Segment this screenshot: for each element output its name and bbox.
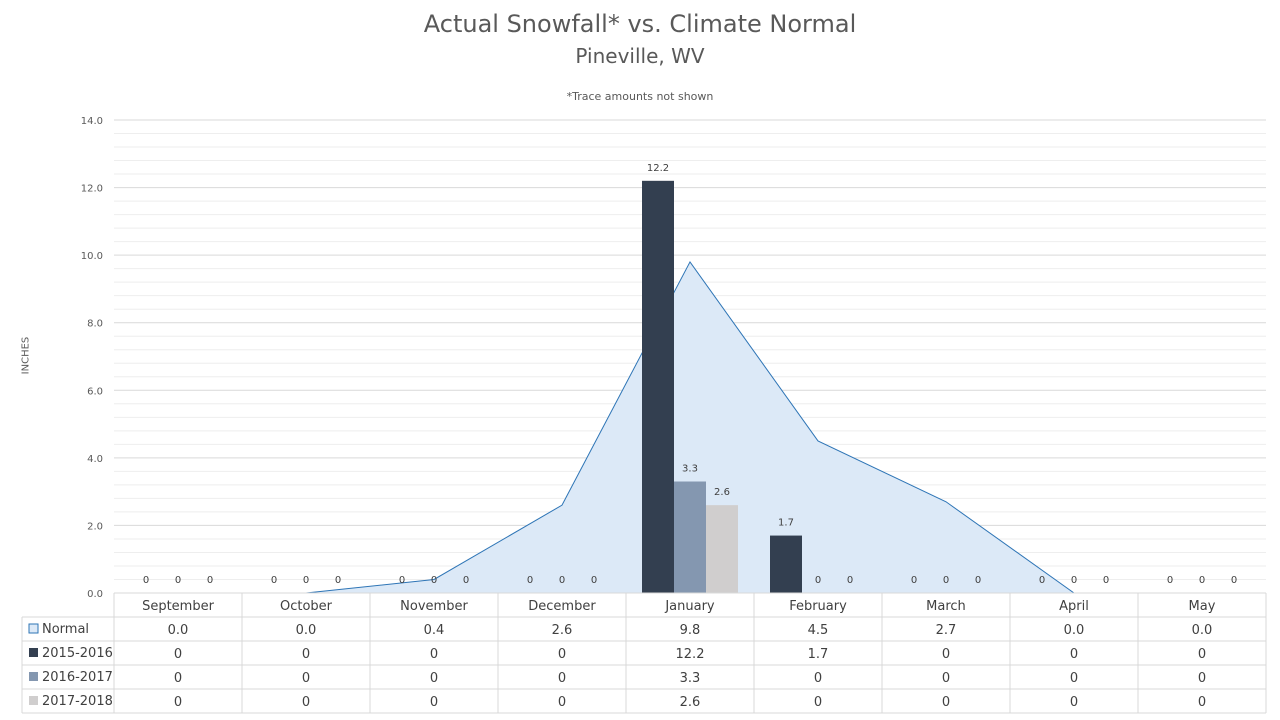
table-cell: 0: [430, 671, 438, 686]
table-cell: 0: [1070, 671, 1078, 686]
bar-data-label: 0: [303, 575, 309, 586]
legend-label: 2016-2017: [42, 670, 113, 685]
x-category-label: December: [528, 599, 596, 614]
table-cell: 0: [302, 671, 310, 686]
bar-data-label: 0: [1199, 575, 1205, 586]
bar-data-label: 0: [1231, 575, 1237, 586]
table-cell: 9.8: [680, 623, 701, 638]
chart-subtitle: Pineville, WV: [575, 44, 705, 68]
chart-note: *Trace amounts not shown: [566, 90, 714, 103]
y-tick-label: 0.0: [87, 589, 103, 600]
table-cell: 2.7: [936, 623, 957, 638]
bar-data-label: 0: [559, 575, 565, 586]
table-cell: 3.3: [680, 671, 701, 686]
table-cell: 0: [558, 695, 566, 710]
x-category-label: April: [1059, 599, 1089, 614]
x-category-label: May: [1189, 599, 1216, 614]
table-cell: 0: [302, 647, 310, 662]
table-cell: 0.0: [168, 623, 189, 638]
bar-data-label: 0: [1039, 575, 1045, 586]
table-cell: 0: [814, 671, 822, 686]
legend-label: 2017-2018: [42, 694, 113, 709]
table-cell: 0: [302, 695, 310, 710]
bar-data-label: 0: [143, 575, 149, 586]
bar-2016-2017: [674, 481, 706, 593]
x-category-label: February: [789, 599, 847, 614]
x-category-label: January: [664, 599, 715, 614]
bar-data-label: 0: [431, 575, 437, 586]
legend-label: 2015-2016: [42, 646, 113, 661]
bar-data-label: 0: [943, 575, 949, 586]
bar-data-label: 0: [335, 575, 341, 586]
table-cell: 0.0: [1192, 623, 1213, 638]
table-cell: 0: [1198, 695, 1206, 710]
bar-data-label: 0: [1167, 575, 1173, 586]
bar-data-label: 0: [399, 575, 405, 586]
bar-data-label: 1.7: [778, 518, 794, 529]
table-cell: 0: [174, 695, 182, 710]
bar-data-label: 0: [847, 575, 853, 586]
y-tick-label: 6.0: [87, 386, 103, 397]
x-category-label: September: [142, 599, 215, 614]
table-cell: 0: [1070, 695, 1078, 710]
table-cell: 0.0: [296, 623, 317, 638]
x-category-label: March: [926, 599, 966, 614]
bar-data-label: 0: [815, 575, 821, 586]
legend-label: Normal: [42, 622, 89, 637]
bar-data-label: 0: [207, 575, 213, 586]
table-cell: 0: [430, 647, 438, 662]
table-cell: 0.4: [424, 623, 445, 638]
y-tick-label: 14.0: [81, 116, 103, 127]
y-tick-label: 10.0: [81, 251, 103, 262]
bar-data-label: 0: [1103, 575, 1109, 586]
bar-data-label: 0: [975, 575, 981, 586]
legend-key-2016-2017: [29, 672, 38, 681]
x-category-label: October: [280, 599, 333, 614]
table-cell: 0: [814, 695, 822, 710]
table-cell: 0: [1070, 647, 1078, 662]
table-cell: 0: [174, 647, 182, 662]
y-tick-label: 12.0: [81, 184, 103, 195]
table-cell: 2.6: [552, 623, 573, 638]
bar-data-label: 0: [463, 575, 469, 586]
normal-area: [178, 261, 1202, 593]
y-tick-label: 4.0: [87, 454, 103, 465]
bar-data-label: 12.2: [647, 163, 669, 174]
x-category-label: November: [400, 599, 468, 614]
table-cell: 0: [430, 695, 438, 710]
bar-data-label: 0: [591, 575, 597, 586]
bar-data-label: 0: [1071, 575, 1077, 586]
bar-data-label: 2.6: [714, 487, 730, 498]
bar-2015-2016: [770, 535, 802, 593]
bar-data-label: 0: [175, 575, 181, 586]
chart-title: Actual Snowfall* vs. Climate Normal: [423, 10, 857, 38]
table-cell: 0: [942, 695, 950, 710]
y-tick-label: 8.0: [87, 319, 103, 330]
table-cell: 0: [558, 671, 566, 686]
bar-2017-2018: [706, 505, 738, 593]
bar-data-label: 0: [271, 575, 277, 586]
bar-data-label: 0: [527, 575, 533, 586]
table-cell: 12.2: [676, 647, 705, 662]
bar-data-label: 0: [911, 575, 917, 586]
table-cell: 1.7: [808, 647, 829, 662]
bar-data-label: 3.3: [682, 464, 698, 475]
table-cell: 4.5: [808, 623, 829, 638]
normal-line: [178, 260, 1202, 594]
table-cell: 0: [558, 647, 566, 662]
legend-key-2017-2018: [29, 696, 38, 705]
legend-key-2015-2016: [29, 648, 38, 657]
table-cell: 0: [1198, 671, 1206, 686]
y-tick-label: 2.0: [87, 521, 103, 532]
table-cell: 0.0: [1064, 623, 1085, 638]
legend-key-Normal: [28, 623, 39, 634]
table-cell: 2.6: [680, 695, 701, 710]
table-cell: 0: [942, 647, 950, 662]
table-cell: 0: [1198, 647, 1206, 662]
bar-2015-2016: [642, 180, 674, 594]
table-cell: 0: [942, 671, 950, 686]
table-cell: 0: [174, 671, 182, 686]
